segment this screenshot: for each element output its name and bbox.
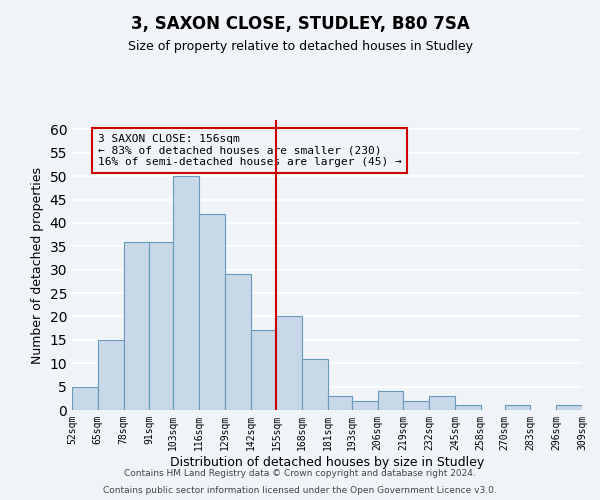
Bar	[328, 396, 352, 410]
Bar	[124, 242, 149, 410]
Text: 3, SAXON CLOSE, STUDLEY, B80 7SA: 3, SAXON CLOSE, STUDLEY, B80 7SA	[131, 15, 469, 33]
Y-axis label: Number of detached properties: Number of detached properties	[31, 166, 44, 364]
Bar	[455, 406, 481, 410]
Bar	[556, 406, 582, 410]
Bar	[505, 406, 530, 410]
Bar	[429, 396, 455, 410]
Bar	[149, 242, 173, 410]
Text: Contains public sector information licensed under the Open Government Licence v3: Contains public sector information licen…	[103, 486, 497, 495]
X-axis label: Distribution of detached houses by size in Studley: Distribution of detached houses by size …	[170, 456, 484, 468]
Bar	[277, 316, 302, 410]
Bar	[199, 214, 225, 410]
Text: Contains HM Land Registry data © Crown copyright and database right 2024.: Contains HM Land Registry data © Crown c…	[124, 468, 476, 477]
Bar	[251, 330, 277, 410]
Bar	[352, 400, 377, 410]
Text: 3 SAXON CLOSE: 156sqm
← 83% of detached houses are smaller (230)
16% of semi-det: 3 SAXON CLOSE: 156sqm ← 83% of detached …	[98, 134, 401, 167]
Bar	[98, 340, 124, 410]
Bar	[173, 176, 199, 410]
Bar	[225, 274, 251, 410]
Text: Size of property relative to detached houses in Studley: Size of property relative to detached ho…	[128, 40, 473, 53]
Bar	[302, 358, 328, 410]
Bar	[403, 400, 429, 410]
Bar	[377, 392, 403, 410]
Bar	[72, 386, 98, 410]
